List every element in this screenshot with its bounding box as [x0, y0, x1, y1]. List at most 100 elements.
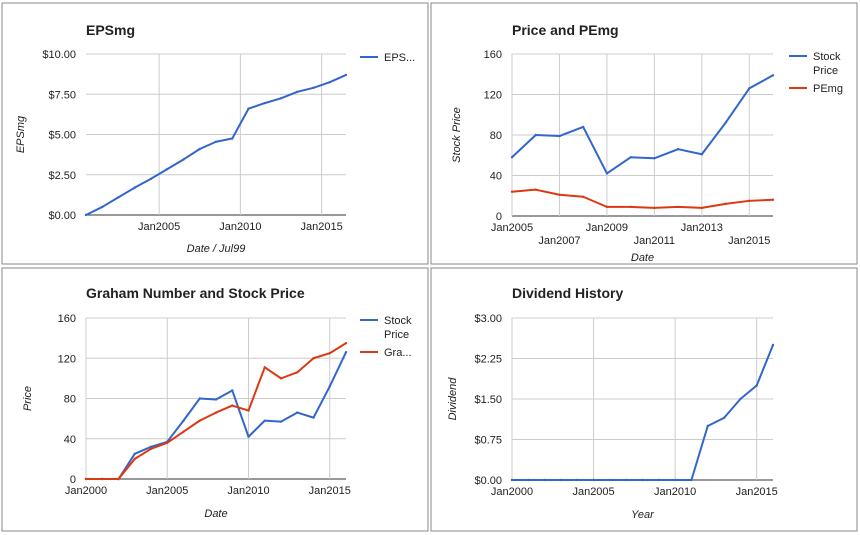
data-point: [605, 205, 609, 209]
data-point: [653, 157, 656, 160]
y-tick-label: 0: [70, 474, 76, 486]
data-point: [676, 205, 680, 209]
y-axis-label: Price: [22, 386, 34, 411]
data-point: [700, 206, 704, 210]
x-tick-label: Jan2005: [572, 486, 614, 498]
data-point: [231, 389, 234, 392]
legend-label-line: Stock: [813, 51, 841, 63]
chart-panel-2: Price and PEmg 0 40 80 120 160 Jan2005 Jan2007 J…: [430, 2, 858, 265]
x-tick-label: Jan2010: [227, 485, 269, 497]
data-point: [748, 199, 751, 203]
x-axis-label: Year: [631, 509, 655, 521]
data-point: [231, 137, 234, 140]
y-axis-label: Dividend: [447, 377, 459, 421]
y-axis-label: EPSmg: [15, 115, 27, 153]
chart-title: Graham Number and Stock Price: [86, 285, 305, 301]
x-axis-label: Date: [204, 508, 227, 520]
data-point: [312, 86, 315, 90]
y-tick-label: 80: [64, 394, 76, 406]
data-point: [166, 167, 169, 171]
data-point: [592, 478, 595, 482]
data-point: [296, 371, 299, 374]
y-tick-label: 160: [58, 313, 76, 325]
x-tick-label: Jan2005: [138, 221, 180, 233]
series-line-1: [511, 74, 774, 175]
data-point: [706, 424, 709, 428]
x-tick-label: Jan2005: [491, 222, 533, 234]
data-point: [101, 205, 104, 209]
y-tick-label: 0: [496, 211, 502, 223]
y-tick-label: 120: [484, 90, 502, 102]
data-point: [739, 397, 742, 401]
data-point: [700, 153, 704, 156]
data-point: [771, 74, 775, 77]
x-tick-label: Jan2010: [219, 221, 261, 233]
chart-panel-3: Graham Number and Stock Price 0 40 80 120 160…: [1, 267, 429, 532]
data-point: [312, 357, 315, 360]
data-point: [198, 147, 201, 151]
data-point: [534, 133, 537, 137]
x-tick-label: Jan2007: [538, 235, 580, 247]
data-point: [231, 404, 234, 407]
x-tick-label: Jan2015: [736, 486, 778, 498]
y-tick-label: 40: [490, 171, 502, 183]
data-point: [771, 343, 775, 347]
data-point: [182, 419, 185, 422]
data-point: [182, 158, 185, 161]
data-point: [534, 188, 537, 191]
data-point: [279, 377, 283, 380]
y-tick-label: $0.00: [48, 210, 76, 222]
data-point: [117, 196, 120, 199]
x-tick-label: Jan2000: [65, 485, 107, 497]
data-point: [510, 478, 514, 482]
y-tick-label: $1.50: [474, 394, 502, 406]
data-point: [133, 186, 136, 189]
data-point: [149, 445, 153, 448]
data-point: [149, 177, 153, 180]
data-point: [608, 478, 612, 482]
y-tick-label: $10.00: [42, 49, 76, 61]
y-tick-label: $7.50: [48, 89, 76, 101]
data-point: [641, 478, 644, 482]
data-point: [543, 478, 546, 482]
x-tick-label: Jan2011: [634, 235, 675, 247]
legend-label: Gra...: [384, 347, 412, 359]
chart-panel-1: EPSmg $0.00 $2.50 $5.00 $7.50 $10.00 Jan2005 Ja…: [1, 2, 429, 265]
y-tick-label: $2.25: [474, 354, 502, 366]
data-point: [214, 411, 218, 414]
data-point: [581, 125, 585, 129]
y-tick-label: $3.00: [474, 313, 502, 325]
data-point: [328, 80, 331, 84]
legend-label-line: Price: [813, 65, 838, 77]
data-point: [198, 419, 201, 422]
x-tick-label: Jan2015: [301, 221, 343, 233]
data-point: [629, 205, 632, 209]
data-point: [676, 147, 680, 151]
data-point: [247, 409, 250, 412]
data-point: [328, 352, 331, 355]
y-tick-label: 80: [490, 130, 502, 142]
legend-label-line: Price: [384, 329, 409, 341]
data-point: [576, 478, 579, 482]
data-point: [133, 457, 136, 461]
y-tick-label: $0.75: [474, 435, 502, 447]
y-tick-label: $5.00: [48, 130, 76, 142]
data-point: [527, 478, 530, 482]
x-tick-label: Jan2010: [654, 486, 696, 498]
data-point: [84, 477, 88, 481]
data-point: [559, 478, 563, 482]
data-point: [724, 121, 727, 125]
data-point: [629, 156, 632, 159]
data-point: [510, 156, 514, 159]
data-point: [748, 87, 751, 90]
panel-border: [430, 2, 858, 265]
data-point: [263, 419, 266, 422]
x-tick-label: Jan2005: [146, 485, 188, 497]
data-point: [247, 435, 250, 438]
y-tick-label: 120: [58, 353, 76, 365]
data-point: [771, 198, 775, 201]
data-point: [558, 193, 561, 196]
data-point: [344, 351, 348, 354]
data-point: [624, 478, 628, 482]
data-point: [247, 107, 250, 110]
